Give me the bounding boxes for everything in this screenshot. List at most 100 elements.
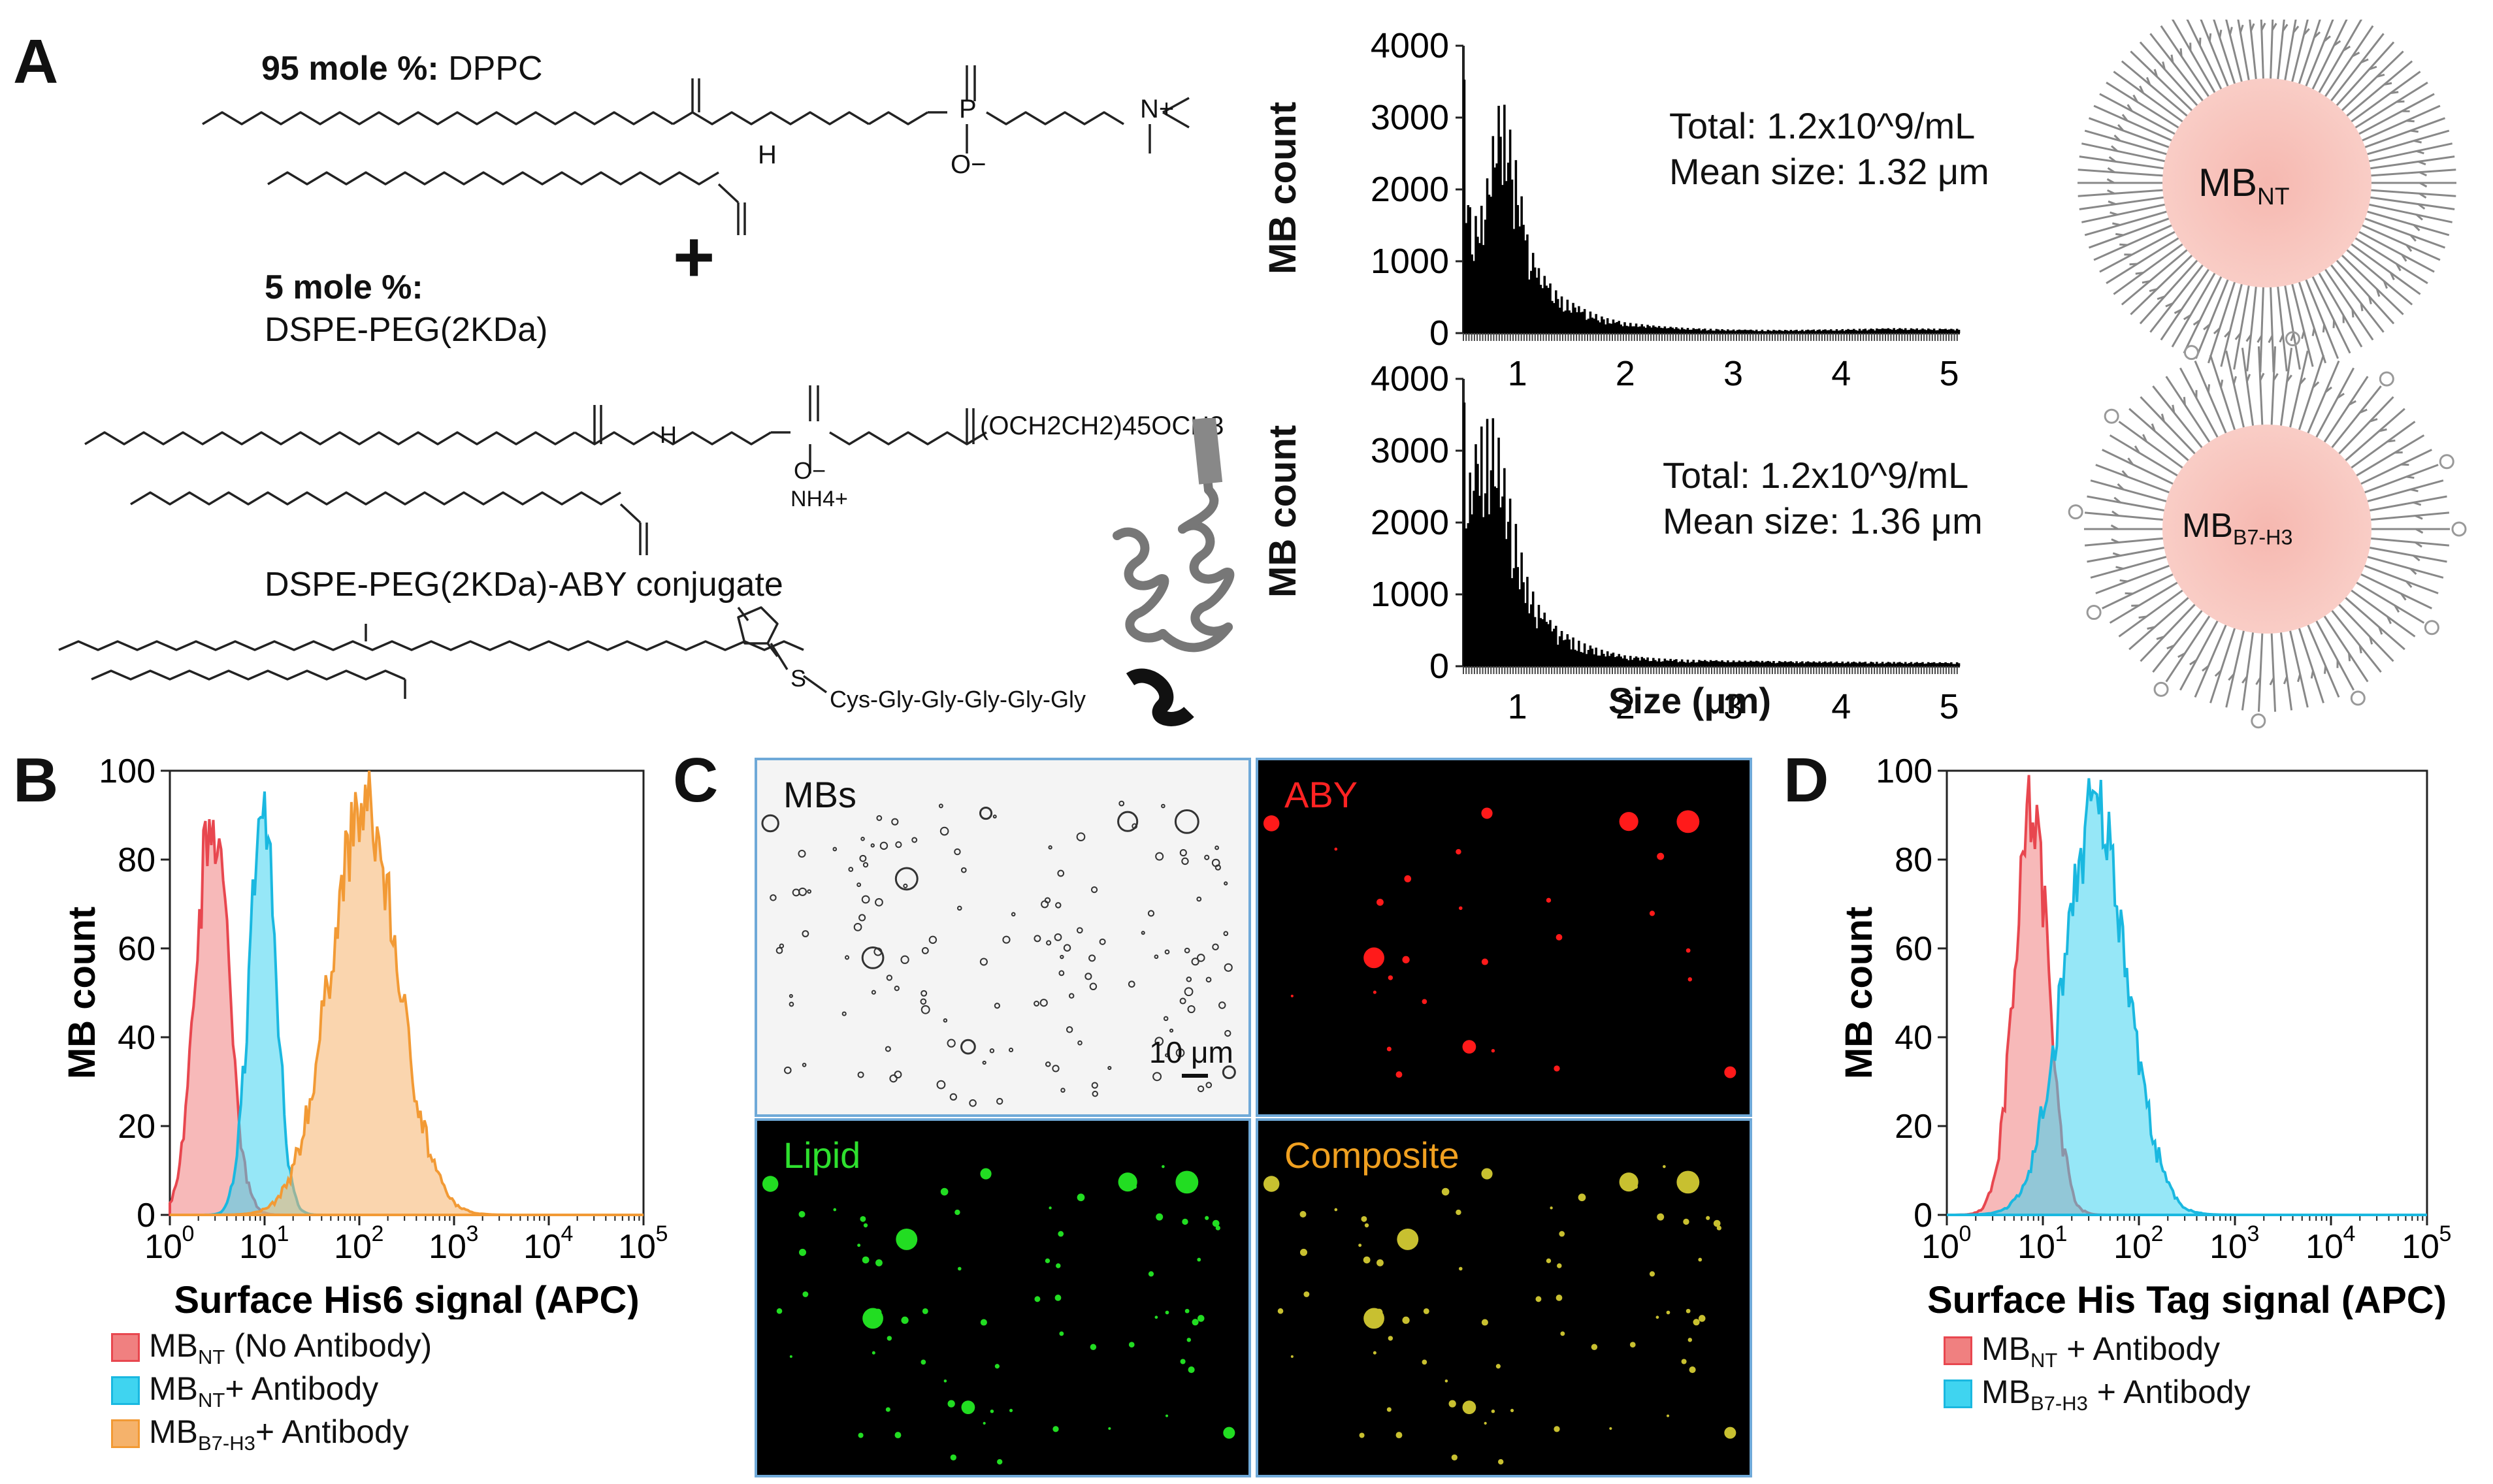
microbubble-dot [848,867,854,872]
hist-bar [1944,662,1947,666]
hist-bar [1711,661,1714,666]
lipid-peg-ray [2130,50,2198,116]
legend-item: MBNT + Antibody [1944,1329,2251,1372]
hist-bar [1665,328,1669,333]
hist-bar [1801,661,1804,666]
lipid-peg-barb [2183,396,2186,405]
microbubble-dot [894,1071,902,1079]
hist-bar [1784,330,1787,333]
lipid-peg-barb [2121,114,2128,121]
hist-bar [1646,325,1649,333]
microbubble-dot [911,837,918,843]
hist-bar [1469,207,1471,333]
microbubble-dot [1181,857,1189,865]
microbubble-dot [1184,1308,1190,1314]
lipid-peg-ray [2088,215,2175,249]
lipid-peg-barb [2255,677,2262,685]
hist-bar [1547,287,1550,333]
hist-bar [1780,331,1783,333]
hist-bar [1688,662,1691,666]
hist-bar [1505,539,1508,666]
microbubble-dot [1363,1256,1371,1264]
lipid-peg-barb [2413,555,2420,562]
hist-bar [1957,329,1961,333]
microbubble-dot [1058,1231,1064,1237]
hist-bar [1535,278,1539,333]
microbubble-dot [921,1359,926,1365]
hist-bar [1603,653,1605,666]
lipid-peg-barb [2279,334,2284,343]
hist-bar [1742,330,1744,333]
hist-bar [1627,660,1630,666]
hist-bar [1915,328,1918,333]
hist-bar [1480,206,1483,333]
lipid-peg-barb [2156,636,2164,640]
hist-x-tick-label: 1 [1508,687,1527,726]
microbubble-dot [802,1063,807,1067]
lipid-peg-barb [2110,524,2119,530]
microbubble-dot [1359,1432,1365,1438]
lipid-peg-ray [2296,276,2327,364]
hist-bar [1568,639,1571,666]
lipid-peg-ray [2179,615,2222,691]
hist-bar [1608,656,1611,666]
hist-bar [1789,329,1793,333]
microbubble-dot [860,1216,866,1222]
hist-bar [1770,662,1773,666]
hist-bar [1897,662,1899,666]
microbubble-dot [1184,947,1190,954]
microbubble-dot [1687,1338,1693,1342]
microbubble-dot [1002,935,1011,944]
hist-bar [1868,329,1870,333]
hist-bar [1652,325,1655,333]
flow-x-tick-label: 10 [2306,1228,2343,1266]
hist-bar [1744,329,1746,333]
hist-bar [1839,330,1842,333]
micrograph-label-aby: ABY [1284,774,1358,815]
microbubble-dot [1184,987,1194,997]
hist-bar [1528,279,1531,333]
hist-bar [1789,661,1793,666]
aby-glyph [2424,620,2439,636]
hist-bar [1898,662,1901,666]
hist-bar [1581,312,1584,333]
hist-x-tick-label: 5 [1939,687,1959,726]
hist-bar [1755,660,1758,666]
hist-bar [1759,662,1762,666]
lipid-peg-ray [2171,267,2219,347]
hist-bar [1839,663,1842,666]
microbubble-dot [1205,1216,1209,1220]
hist-bar [1638,660,1642,666]
microbubble-dot [982,1060,986,1065]
hist-bar [1742,662,1744,666]
microbubble-dot [798,849,806,858]
hist-bar [1902,664,1905,666]
lipid-peg-ray [2225,624,2247,708]
hist-bar [1767,329,1769,333]
lipid-peg-ray [2341,245,2413,306]
lipid-peg-ray [2237,20,2251,87]
lipid-peg-ray [2309,20,2348,95]
microbubble-dot [947,1039,956,1048]
hist-bar [1597,320,1599,333]
hist-bar [1915,662,1918,666]
hist-bar [1849,329,1851,333]
lipid-peg-barb [2297,673,2302,683]
hist-bar [1908,663,1911,666]
legend-swatch [111,1333,140,1362]
hist-bar [1763,662,1766,666]
lipid-peg-ray [2213,20,2238,90]
lipid-peg-ray [2339,592,2405,651]
microbubble-dot [859,854,867,862]
lipid-peg-barb [2272,373,2279,381]
lipid-peg-ray [2309,270,2351,354]
hist-bar [1942,663,1945,666]
lipid-peg-barb [2405,244,2413,252]
hist-bar [1688,329,1691,333]
hist-bar [1650,327,1653,333]
hist-bar [1692,660,1695,666]
microbubble-dot [776,1308,783,1314]
lipid-peg-barb [2202,665,2209,672]
lipid-peg-barb [2142,280,2151,284]
microbubble-dot [1495,1364,1501,1369]
